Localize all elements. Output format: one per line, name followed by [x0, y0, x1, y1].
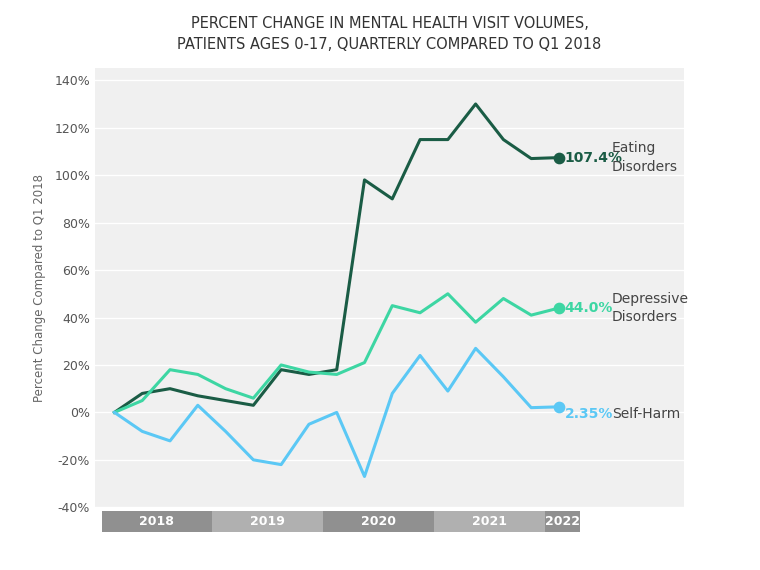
Bar — [212, 511, 323, 532]
Text: Depressive
Disorders: Depressive Disorders — [612, 292, 689, 324]
Text: 2019: 2019 — [250, 515, 285, 528]
Text: Self-Harm: Self-Harm — [612, 407, 680, 421]
Point — [553, 402, 565, 412]
Title: PERCENT CHANGE IN MENTAL HEALTH VISIT VOLUMES,
PATIENTS AGES 0-17, QUARTERLY COM: PERCENT CHANGE IN MENTAL HEALTH VISIT VO… — [177, 16, 602, 52]
Bar — [545, 511, 580, 532]
Point — [553, 153, 565, 162]
Bar — [434, 511, 545, 532]
Text: 2018: 2018 — [139, 515, 174, 528]
Bar — [102, 511, 212, 532]
Bar — [323, 511, 434, 532]
Text: 44.0%: 44.0% — [565, 301, 613, 315]
Text: 2021: 2021 — [472, 515, 507, 528]
Text: 2020: 2020 — [361, 515, 396, 528]
Y-axis label: Percent Change Compared to Q1 2018: Percent Change Compared to Q1 2018 — [33, 174, 46, 402]
Text: 107.4%: 107.4% — [565, 150, 622, 165]
Text: 2022: 2022 — [545, 515, 580, 528]
Text: 2.35%: 2.35% — [565, 407, 613, 421]
Point — [553, 303, 565, 312]
Text: Eating
Disorders: Eating Disorders — [612, 141, 678, 174]
